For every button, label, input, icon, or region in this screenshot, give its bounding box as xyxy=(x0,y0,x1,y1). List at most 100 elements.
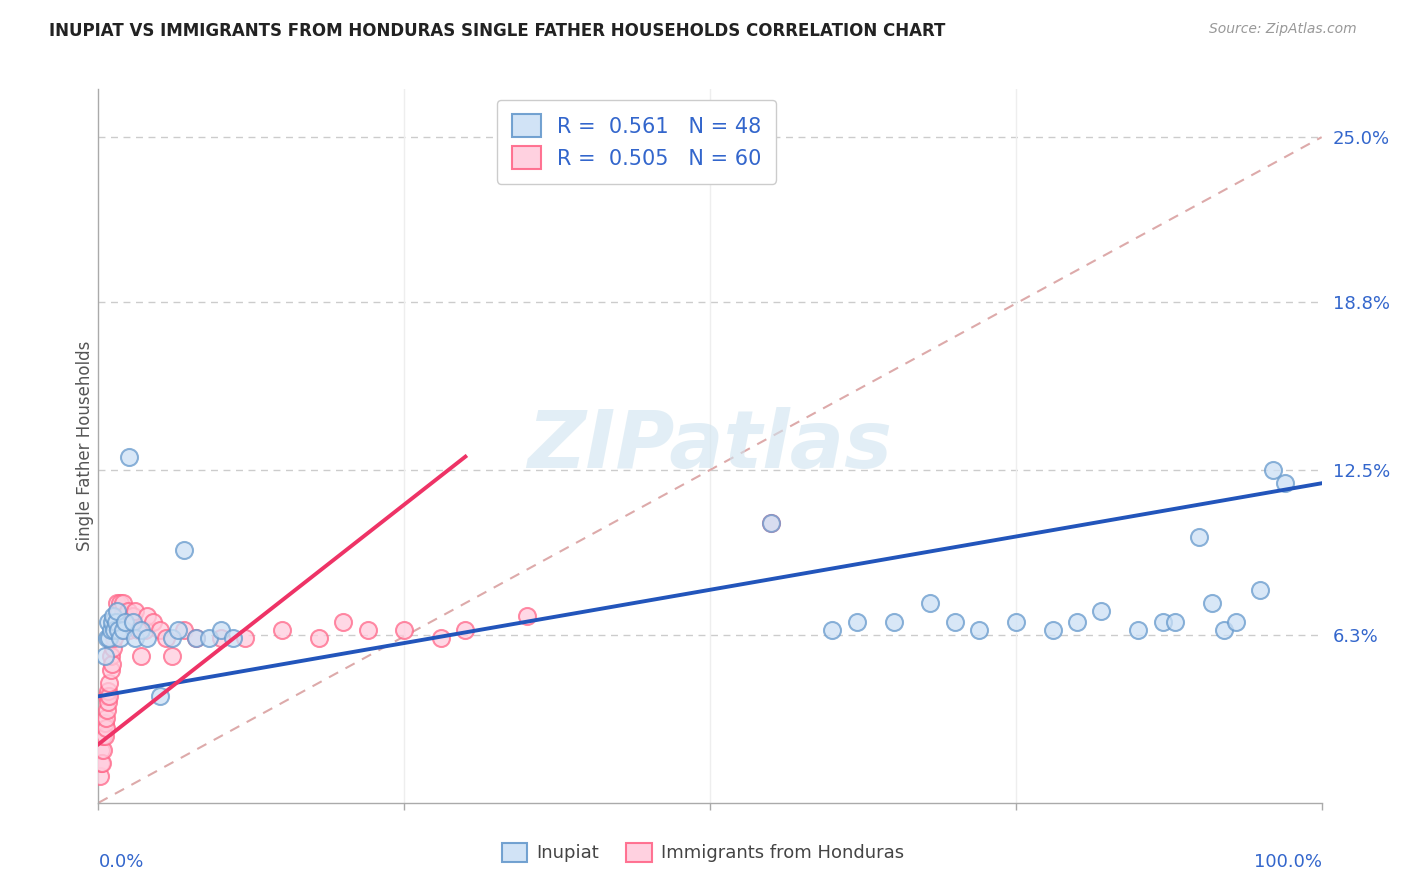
Point xyxy=(93,729,115,743)
Point xyxy=(1201,596,1223,610)
Point xyxy=(920,596,942,610)
Point xyxy=(121,615,143,629)
Point xyxy=(107,623,129,637)
Point xyxy=(111,623,134,637)
Point xyxy=(197,631,219,645)
Point xyxy=(233,631,256,645)
Point xyxy=(91,742,114,756)
Point xyxy=(454,623,477,637)
Point xyxy=(149,623,172,637)
Point xyxy=(845,615,868,629)
Point xyxy=(1090,604,1112,618)
Point xyxy=(104,623,127,637)
Point xyxy=(101,657,124,672)
Point xyxy=(112,623,135,637)
Point xyxy=(332,615,354,629)
Point xyxy=(118,450,141,464)
Y-axis label: Single Father Households: Single Father Households xyxy=(76,341,94,551)
Point xyxy=(101,615,124,629)
Point xyxy=(115,615,138,629)
Point xyxy=(98,676,121,690)
Point xyxy=(167,623,190,637)
Point xyxy=(1004,615,1026,629)
Point xyxy=(114,609,136,624)
Point xyxy=(110,623,132,637)
Point xyxy=(883,615,905,629)
Point xyxy=(104,615,127,629)
Point xyxy=(96,703,118,717)
Point xyxy=(91,756,114,770)
Point xyxy=(142,615,165,629)
Point xyxy=(93,649,115,664)
Point xyxy=(105,604,128,618)
Point xyxy=(100,623,122,637)
Point xyxy=(173,542,195,557)
Point xyxy=(1261,463,1284,477)
Point xyxy=(136,631,159,645)
Point xyxy=(761,516,783,531)
Point xyxy=(111,609,134,624)
Point xyxy=(967,623,990,637)
Point xyxy=(94,721,117,735)
Text: ZIPatlas: ZIPatlas xyxy=(527,407,893,485)
Text: Source: ZipAtlas.com: Source: ZipAtlas.com xyxy=(1209,22,1357,37)
Point xyxy=(121,609,143,624)
Point xyxy=(430,631,453,645)
Legend: Inupiat, Immigrants from Honduras: Inupiat, Immigrants from Honduras xyxy=(495,836,911,870)
Point xyxy=(186,631,208,645)
Point xyxy=(97,695,120,709)
Point xyxy=(1066,615,1088,629)
Point xyxy=(129,623,152,637)
Point xyxy=(356,623,378,637)
Point xyxy=(209,623,232,637)
Point xyxy=(173,623,195,637)
Point xyxy=(118,623,141,637)
Point xyxy=(124,631,146,645)
Point xyxy=(110,631,132,645)
Point xyxy=(1249,582,1271,597)
Point xyxy=(186,631,208,645)
Point xyxy=(1274,476,1296,491)
Point xyxy=(97,615,120,629)
Point xyxy=(209,631,232,645)
Point xyxy=(107,615,129,629)
Point xyxy=(270,623,294,637)
Point xyxy=(160,631,183,645)
Point xyxy=(89,769,111,783)
Point xyxy=(761,516,783,531)
Point xyxy=(120,615,142,629)
Point xyxy=(943,615,966,629)
Point xyxy=(101,609,124,624)
Point xyxy=(515,609,537,624)
Point xyxy=(90,756,112,770)
Legend: R =  0.561   N = 48, R =  0.505   N = 60: R = 0.561 N = 48, R = 0.505 N = 60 xyxy=(496,100,776,184)
Point xyxy=(98,631,121,645)
Point xyxy=(110,596,132,610)
Point xyxy=(96,690,118,704)
Point xyxy=(160,649,183,664)
Text: 100.0%: 100.0% xyxy=(1254,853,1322,871)
Point xyxy=(96,631,118,645)
Point xyxy=(1188,529,1211,543)
Point xyxy=(392,623,416,637)
Point xyxy=(1042,623,1064,637)
Point xyxy=(149,690,172,704)
Point xyxy=(124,604,146,618)
Point xyxy=(117,604,139,618)
Point xyxy=(93,715,115,730)
Point xyxy=(1152,615,1174,629)
Point xyxy=(91,729,114,743)
Point xyxy=(98,690,121,704)
Point xyxy=(105,596,128,610)
Point xyxy=(100,649,122,664)
Point xyxy=(129,649,152,664)
Point xyxy=(1128,623,1150,637)
Point xyxy=(90,742,112,756)
Point xyxy=(222,631,245,645)
Point xyxy=(136,609,159,624)
Point xyxy=(105,609,128,624)
Point xyxy=(1164,615,1187,629)
Point xyxy=(94,710,117,724)
Point xyxy=(308,631,330,645)
Point xyxy=(134,623,156,637)
